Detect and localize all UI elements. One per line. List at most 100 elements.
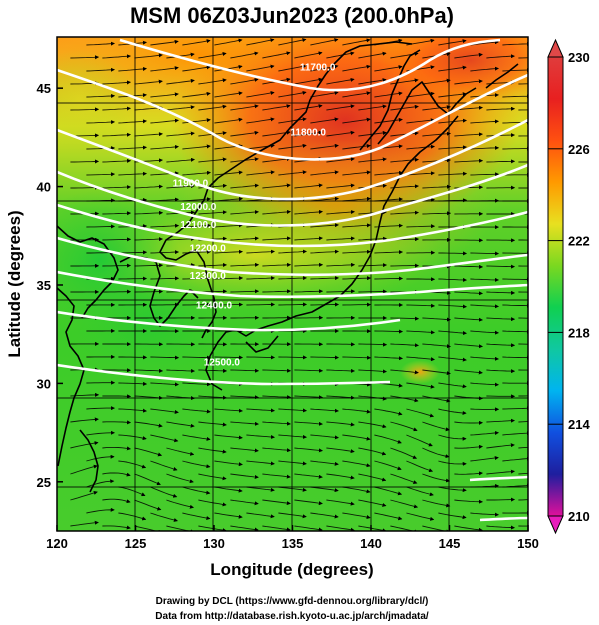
streamline bbox=[294, 499, 323, 506]
streamline bbox=[342, 408, 371, 414]
streamline bbox=[502, 68, 528, 73]
streamline bbox=[246, 64, 275, 72]
streamline bbox=[182, 408, 211, 414]
streamline bbox=[374, 512, 403, 521]
streamline bbox=[246, 276, 276, 281]
streamline bbox=[374, 170, 403, 176]
streamline bbox=[150, 382, 179, 387]
streamline bbox=[166, 184, 195, 189]
streamline bbox=[486, 469, 515, 475]
streamline bbox=[86, 120, 116, 125]
streamline bbox=[390, 525, 419, 531]
streamline bbox=[454, 79, 483, 85]
streamline bbox=[262, 236, 291, 241]
streamline bbox=[374, 460, 402, 471]
streamline bbox=[262, 157, 291, 163]
streamline bbox=[454, 369, 483, 375]
streamline bbox=[134, 525, 163, 531]
streamline bbox=[150, 118, 179, 124]
streamline bbox=[326, 236, 355, 241]
colorbar-body bbox=[547, 56, 564, 517]
x-tick-label: 150 bbox=[517, 536, 539, 551]
streamline bbox=[102, 525, 131, 530]
streamline bbox=[182, 144, 211, 150]
streamline bbox=[438, 65, 467, 72]
streamline bbox=[214, 434, 243, 440]
streamline bbox=[118, 486, 146, 497]
streamline bbox=[374, 91, 403, 98]
streamline bbox=[454, 499, 483, 504]
streamline bbox=[470, 330, 499, 335]
streamline bbox=[294, 209, 323, 215]
colorbar-tick-label: 210 bbox=[568, 509, 590, 524]
streamline bbox=[246, 460, 275, 466]
streamline bbox=[406, 171, 435, 176]
streamline bbox=[294, 421, 323, 426]
streamline bbox=[422, 131, 451, 137]
streamline bbox=[422, 447, 450, 459]
contour-label: 11800.0 bbox=[290, 127, 326, 138]
streamline bbox=[118, 119, 147, 124]
streamline bbox=[390, 447, 418, 459]
streamline bbox=[358, 525, 387, 531]
streamline bbox=[326, 262, 356, 267]
streamline bbox=[486, 317, 516, 322]
colorbar-tick-label: 222 bbox=[568, 234, 590, 249]
streamline bbox=[470, 356, 499, 361]
streamline bbox=[518, 472, 528, 475]
streamline bbox=[422, 78, 451, 85]
streamline bbox=[358, 236, 387, 241]
streamline bbox=[150, 486, 178, 498]
streamline bbox=[326, 525, 355, 531]
streamline bbox=[438, 92, 467, 98]
streamline bbox=[422, 158, 451, 163]
x-tick-label: 140 bbox=[360, 536, 382, 551]
streamline bbox=[326, 51, 355, 59]
streamline bbox=[230, 447, 259, 453]
streamline bbox=[102, 185, 132, 190]
streamline bbox=[374, 486, 403, 496]
streamline bbox=[310, 38, 339, 46]
streamline bbox=[470, 172, 500, 177]
streamline bbox=[326, 210, 355, 215]
streamline bbox=[198, 473, 227, 481]
streamline bbox=[182, 65, 211, 72]
x-axis: 120 125 130 135 140 145 150 bbox=[46, 525, 539, 551]
streamline bbox=[406, 356, 435, 362]
streamline bbox=[182, 91, 211, 98]
streamline bbox=[198, 421, 227, 427]
streamline bbox=[102, 420, 132, 425]
streamline bbox=[294, 77, 323, 85]
streamline bbox=[214, 355, 244, 360]
streamline bbox=[374, 329, 404, 334]
streamline bbox=[214, 170, 243, 176]
streamline bbox=[214, 249, 243, 254]
streamline bbox=[502, 277, 528, 282]
streamline bbox=[486, 159, 516, 164]
streamline bbox=[230, 499, 259, 506]
streamline bbox=[166, 499, 194, 509]
streamline bbox=[150, 355, 180, 360]
streamline bbox=[358, 342, 388, 347]
streamline bbox=[182, 39, 211, 46]
streamline bbox=[86, 93, 116, 98]
streamline bbox=[102, 54, 131, 59]
streamline bbox=[342, 117, 371, 124]
streamline bbox=[166, 473, 194, 484]
streamline bbox=[150, 408, 179, 414]
streamline bbox=[294, 473, 323, 479]
streamline bbox=[198, 183, 227, 189]
streamline bbox=[150, 144, 179, 150]
streamline bbox=[454, 471, 483, 476]
streamline bbox=[342, 38, 371, 46]
streamline bbox=[342, 170, 371, 176]
streamline bbox=[86, 41, 115, 46]
streamline bbox=[358, 447, 387, 456]
streamline bbox=[502, 41, 528, 46]
streamline bbox=[214, 38, 243, 46]
contour-label: 12100.0 bbox=[180, 220, 217, 231]
streamline bbox=[310, 170, 339, 176]
streamline bbox=[166, 78, 195, 85]
streamline bbox=[310, 249, 339, 254]
streamline bbox=[374, 356, 403, 361]
